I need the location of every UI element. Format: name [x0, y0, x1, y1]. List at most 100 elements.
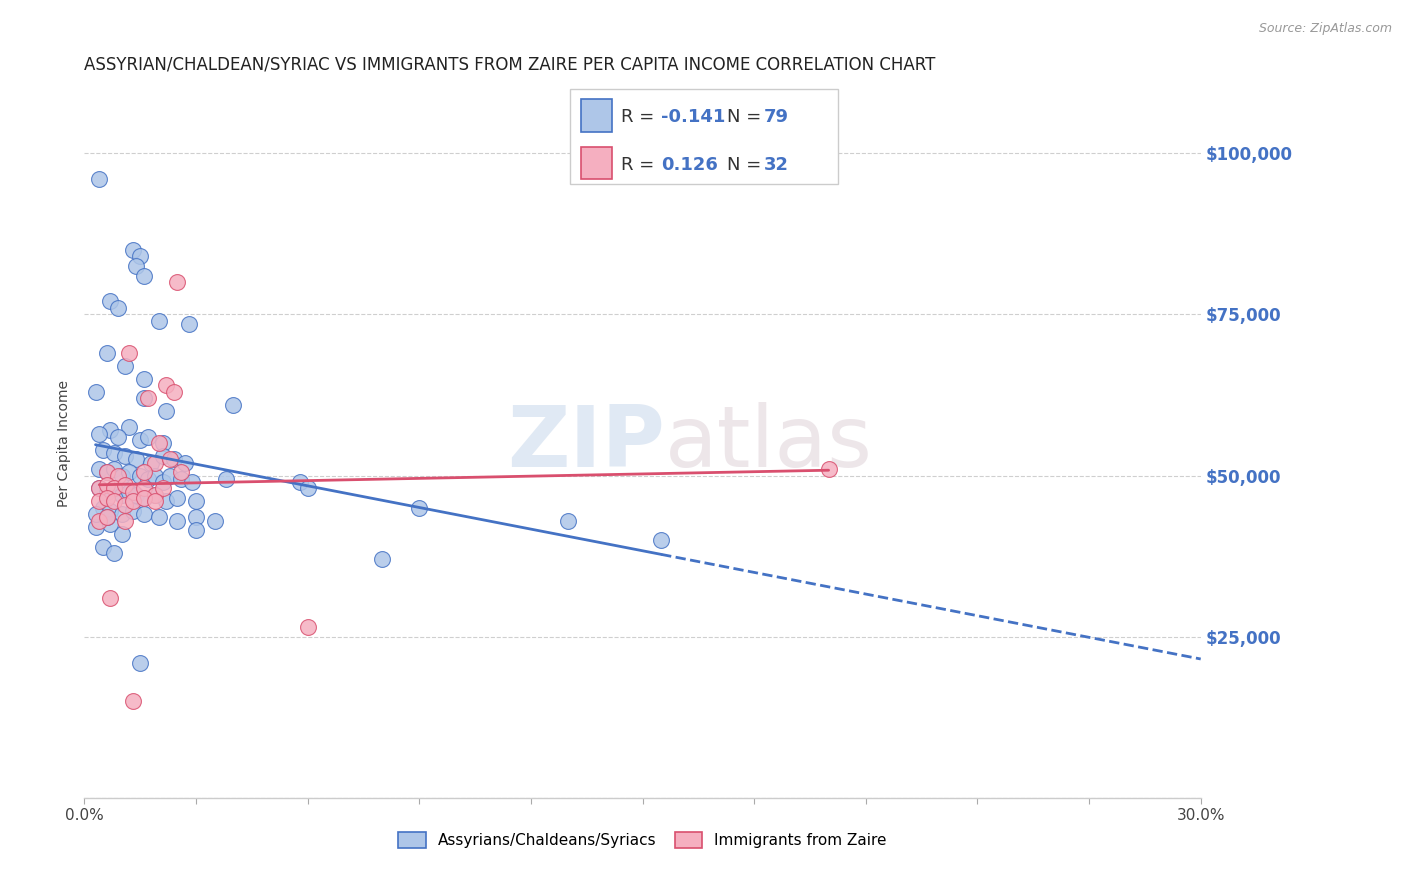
Text: 0.126: 0.126 — [661, 156, 718, 174]
Text: R =: R = — [620, 156, 665, 174]
Point — [91, 442, 114, 457]
Point — [148, 436, 170, 450]
Point — [89, 482, 111, 496]
Point — [184, 494, 207, 508]
Text: 32: 32 — [763, 156, 789, 174]
Point — [408, 500, 430, 515]
Point — [96, 478, 118, 492]
Point — [103, 462, 125, 476]
Point — [143, 494, 166, 508]
Point — [110, 488, 132, 502]
Point — [110, 508, 132, 522]
Point — [121, 494, 143, 508]
Point — [163, 384, 186, 399]
Point — [125, 488, 148, 502]
Point — [96, 484, 118, 499]
Text: N =: N = — [727, 156, 768, 174]
Text: ZIP: ZIP — [508, 401, 665, 485]
Point — [650, 533, 672, 547]
Point — [114, 514, 136, 528]
Point — [371, 552, 394, 566]
Point — [557, 514, 579, 528]
Point — [173, 456, 195, 470]
Point — [107, 301, 129, 315]
Text: N =: N = — [727, 108, 768, 127]
Point — [155, 404, 177, 418]
Point — [152, 436, 174, 450]
Text: R =: R = — [620, 108, 659, 127]
Point — [132, 508, 155, 522]
Point — [125, 452, 148, 467]
Text: Source: ZipAtlas.com: Source: ZipAtlas.com — [1258, 22, 1392, 36]
Point — [159, 452, 181, 467]
Point — [84, 384, 107, 399]
Text: ASSYRIAN/CHALDEAN/SYRIAC VS IMMIGRANTS FROM ZAIRE PER CAPITA INCOME CORRELATION : ASSYRIAN/CHALDEAN/SYRIAC VS IMMIGRANTS F… — [84, 55, 936, 73]
Point — [136, 472, 159, 486]
Point — [89, 426, 111, 441]
Point — [91, 500, 114, 515]
Point — [100, 516, 122, 531]
Point — [181, 475, 204, 489]
Point — [166, 275, 188, 289]
Point — [170, 466, 193, 480]
Point — [100, 294, 122, 309]
Point — [152, 482, 174, 496]
Point — [817, 462, 839, 476]
Point — [103, 482, 125, 496]
Point — [118, 484, 141, 499]
Point — [184, 524, 207, 538]
Point — [96, 466, 118, 480]
Point — [170, 472, 193, 486]
Point — [222, 398, 245, 412]
Point — [129, 433, 152, 447]
Point — [143, 456, 166, 470]
Point — [114, 359, 136, 373]
Point — [129, 656, 152, 670]
Point — [152, 449, 174, 463]
Y-axis label: Per Capita Income: Per Capita Income — [58, 380, 72, 507]
Point — [143, 488, 166, 502]
Point — [152, 475, 174, 489]
Point — [107, 430, 129, 444]
Point — [132, 491, 155, 505]
Point — [121, 504, 143, 518]
Point — [290, 475, 312, 489]
Point — [177, 317, 200, 331]
Point — [84, 520, 107, 534]
Point — [166, 491, 188, 505]
Point — [166, 514, 188, 528]
Point — [155, 378, 177, 392]
Point — [89, 494, 111, 508]
Point — [114, 449, 136, 463]
Point — [107, 468, 129, 483]
Point — [96, 491, 118, 505]
Point — [125, 259, 148, 273]
Point — [121, 484, 143, 499]
Point — [114, 478, 136, 492]
Text: 79: 79 — [763, 108, 789, 127]
Point — [121, 243, 143, 257]
Point — [136, 430, 159, 444]
Point — [89, 462, 111, 476]
Point — [132, 391, 155, 405]
Point — [103, 446, 125, 460]
Point — [129, 468, 152, 483]
Point — [100, 504, 122, 518]
Point — [132, 482, 155, 496]
Point — [215, 472, 238, 486]
Point — [84, 508, 107, 522]
Point — [89, 482, 111, 496]
Point — [155, 494, 177, 508]
Point — [96, 510, 118, 524]
Point — [132, 268, 155, 283]
Point — [96, 346, 118, 360]
Point — [129, 249, 152, 263]
Text: atlas: atlas — [665, 401, 873, 485]
Point — [100, 591, 122, 606]
Point — [103, 482, 125, 496]
Point — [118, 466, 141, 480]
Point — [148, 314, 170, 328]
Point — [184, 510, 207, 524]
Point — [143, 468, 166, 483]
Point — [297, 620, 319, 634]
